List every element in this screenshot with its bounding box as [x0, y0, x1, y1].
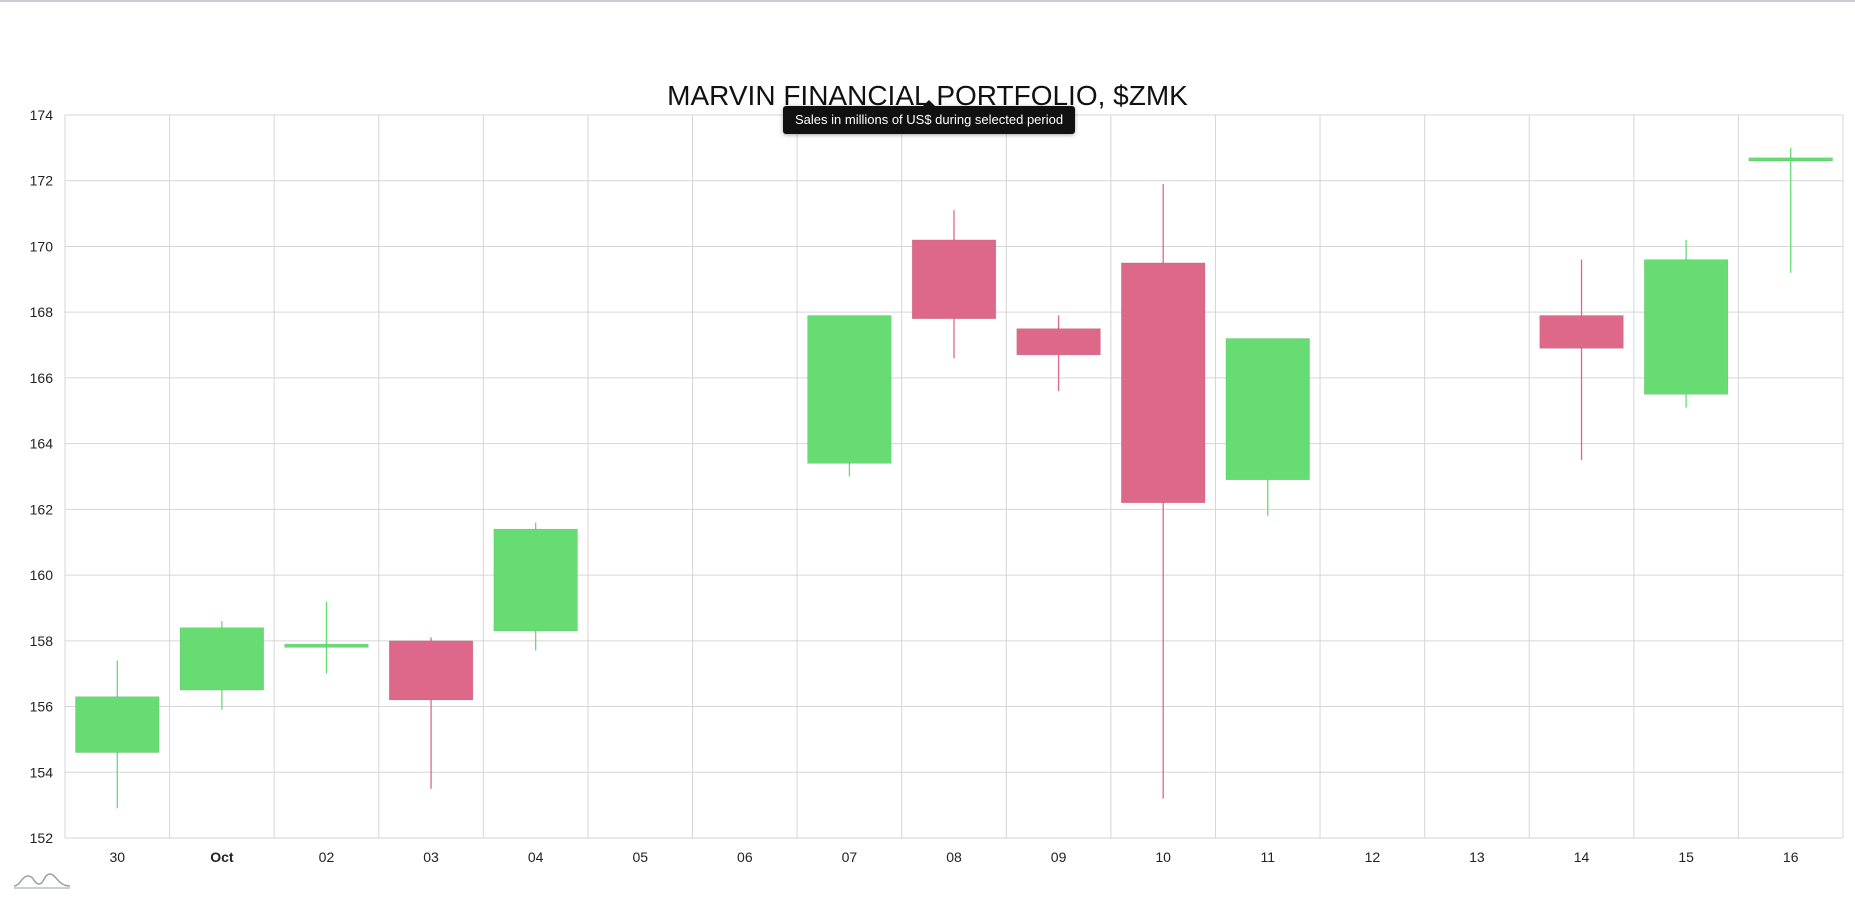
- x-tick-label: 02: [319, 849, 335, 865]
- candle-07[interactable]: [807, 315, 892, 477]
- candle-08[interactable]: [911, 210, 997, 359]
- x-tick-label: Oct: [210, 849, 234, 865]
- candle-body: [388, 640, 474, 701]
- y-tick-label: 172: [30, 173, 54, 189]
- candle-body: [1016, 328, 1101, 356]
- y-tick-label: 166: [30, 370, 54, 386]
- x-axis: 30 Oct 02 03 04 05 06 07 08 09 10 11 12 13 14 15 16: [110, 849, 1799, 865]
- candle-14[interactable]: [1539, 259, 1624, 461]
- candle-body: [911, 239, 997, 320]
- candle-body: [493, 528, 578, 632]
- y-tick-label: 164: [30, 436, 54, 452]
- x-tick-label: 03: [423, 849, 439, 865]
- candle-02[interactable]: [284, 601, 369, 674]
- candle-body: [807, 315, 892, 464]
- candle-03[interactable]: [388, 637, 474, 789]
- x-tick-label: 06: [737, 849, 753, 865]
- y-tick-label: 162: [30, 501, 54, 517]
- candle-body: [284, 643, 369, 648]
- candle-15[interactable]: [1643, 239, 1729, 408]
- x-tick-label: 12: [1365, 849, 1381, 865]
- top-border: [0, 0, 1855, 2]
- candle-11[interactable]: [1225, 338, 1310, 516]
- x-tick-label: 08: [946, 849, 962, 865]
- candle-body: [1539, 315, 1624, 349]
- chart-tooltip: Sales in millions of US$ during selected…: [783, 100, 1076, 134]
- candle-04[interactable]: [493, 522, 578, 651]
- y-tick-label: 170: [30, 238, 54, 254]
- x-tick-label: 05: [632, 849, 648, 865]
- candle-body: [179, 627, 265, 691]
- candle-body: [1643, 259, 1729, 395]
- y-axis: 152 154 156 158 160 162 164 166 168 170 172 174: [30, 107, 54, 846]
- candle-body: [1225, 338, 1310, 481]
- y-tick-label: 152: [30, 830, 54, 846]
- candle-16[interactable]: [1748, 147, 1833, 273]
- grid: [64, 114, 1844, 839]
- x-tick-label: 15: [1678, 849, 1694, 865]
- candle-Oct[interactable]: [179, 621, 265, 710]
- candles: [75, 147, 1833, 809]
- x-tick-label: 16: [1783, 849, 1799, 865]
- x-tick-label: 30: [110, 849, 126, 865]
- candle-30[interactable]: [75, 660, 160, 809]
- x-tick-label: 09: [1051, 849, 1067, 865]
- candle-body: [1748, 157, 1833, 162]
- x-tick-label: 11: [1260, 849, 1275, 865]
- candle-body: [75, 696, 160, 753]
- x-tick-label: 07: [842, 849, 858, 865]
- x-tick-label: 13: [1469, 849, 1485, 865]
- y-tick-label: 154: [30, 764, 54, 780]
- chart-logo-icon: [13, 873, 71, 889]
- x-tick-label: 04: [528, 849, 544, 865]
- y-tick-label: 156: [30, 699, 54, 715]
- y-tick-label: 168: [30, 304, 54, 320]
- candle-body: [1121, 262, 1206, 504]
- x-tick-label: 14: [1574, 849, 1590, 865]
- y-tick-label: 158: [30, 633, 54, 649]
- x-tick-label: 10: [1155, 849, 1171, 865]
- y-tick-label: 174: [30, 107, 54, 123]
- candle-10[interactable]: [1121, 184, 1206, 799]
- candle-09[interactable]: [1016, 315, 1101, 392]
- y-tick-label: 160: [30, 567, 54, 583]
